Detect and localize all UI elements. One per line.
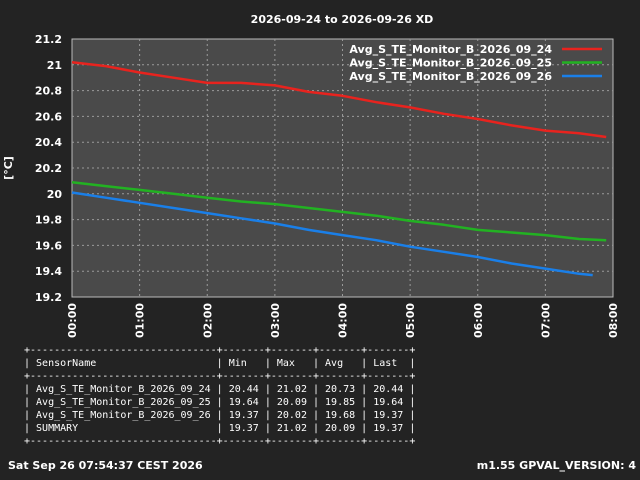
stats-table: +-------------------------------+-------… [24,345,416,447]
y-tick-label: 20.2 [35,162,62,175]
x-tick-label: 06:00 [472,303,485,338]
x-tick-label: 01:00 [134,303,147,338]
legend-label: Avg_S_TE_Monitor_B_2026_09_25 [349,57,552,70]
series-line [71,191,593,277]
y-tick-label: 20.4 [35,136,62,149]
x-tick-label: 02:00 [201,303,214,338]
y-axis: 19.2 19.4 19.6 19.8 20 20.2 20.4 20.6 20.8 21 21.2 [35,33,62,304]
legend-label: Avg_S_TE_Monitor_B_2026_09_26 [349,70,552,83]
x-axis: 00:00 01:00 02:00 03:00 04:00 05:00 06:00 07:00… [66,303,620,338]
y-tick-label: 20.6 [35,110,62,123]
line-chart: 2026-09-24 to 2026-09-26 XD 19.2 19.4 19.6… [2,13,620,338]
y-axis-label: [°C] [2,156,15,180]
legend-label: Avg_S_TE_Monitor_B_2026_09_24 [349,43,552,56]
x-tick-label: 05:00 [404,303,417,338]
footer-version: m1.55 GPVAL_VERSION: 4 [476,459,636,472]
x-tick-label: 00:00 [66,303,79,338]
y-tick-label: 21 [47,59,62,72]
y-tick-label: 19.4 [35,265,62,278]
footer-timestamp: Sat Sep 26 07:54:37 CEST 2026 [8,459,203,472]
series-lines [71,60,607,277]
x-tick-label: 07:00 [539,303,552,338]
y-tick-label: 20.8 [35,85,62,98]
chart-title: 2026-09-24 to 2026-09-26 XD [251,13,434,26]
y-tick-label: 20 [47,188,63,201]
x-tick-label: 04:00 [337,303,350,338]
x-tick-label: 03:00 [269,303,282,338]
y-tick-label: 19.8 [35,214,62,227]
y-tick-label: 19.2 [35,291,62,304]
y-tick-label: 19.6 [35,239,62,252]
y-tick-label: 21.2 [35,33,62,46]
x-tick-label: 08:00 [607,303,620,338]
series-line [71,60,607,139]
legend: Avg_S_TE_Monitor_B_2026_09_24Avg_S_TE_Mo… [349,43,602,83]
series-line [71,180,607,242]
grid-lines [72,39,613,297]
